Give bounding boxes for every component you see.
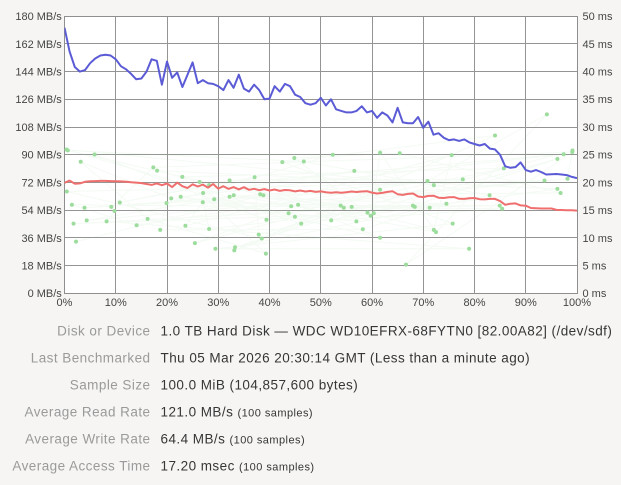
svg-text:180 MB/s: 180 MB/s — [15, 11, 62, 23]
svg-text:18 MB/s: 18 MB/s — [21, 260, 62, 272]
svg-text:20%: 20% — [156, 297, 178, 309]
svg-text:Average Read Rate: Average Read Rate — [25, 404, 151, 419]
svg-text:15 ms: 15 ms — [583, 205, 613, 217]
svg-text:60%: 60% — [361, 297, 383, 309]
svg-text:17.20 msec (100 samples): 17.20 msec (100 samples) — [161, 458, 315, 473]
svg-text:80%: 80% — [463, 297, 485, 309]
svg-text:72 MB/s: 72 MB/s — [21, 177, 62, 189]
svg-text:64.4 MB/s (100 samples): 64.4 MB/s (100 samples) — [161, 431, 306, 446]
svg-text:40 ms: 40 ms — [583, 67, 613, 79]
svg-text:100%: 100% — [563, 297, 591, 309]
svg-text:162 MB/s: 162 MB/s — [15, 39, 62, 51]
svg-text:20 ms: 20 ms — [583, 177, 613, 189]
svg-text:1.0 TB Hard Disk — WDC WD10EFR: 1.0 TB Hard Disk — WDC WD10EFRX-68FYTN0 … — [161, 323, 613, 338]
svg-text:Sample Size: Sample Size — [70, 377, 151, 392]
svg-text:90%: 90% — [515, 297, 537, 309]
svg-text:50 ms: 50 ms — [583, 11, 613, 23]
svg-text:108 MB/s: 108 MB/s — [15, 122, 62, 134]
svg-text:30%: 30% — [207, 297, 229, 309]
svg-text:40%: 40% — [258, 297, 280, 309]
svg-text:36 MB/s: 36 MB/s — [21, 233, 62, 245]
svg-text:Last Benchmarked: Last Benchmarked — [31, 350, 151, 365]
svg-text:30 ms: 30 ms — [583, 122, 613, 134]
svg-text:0 ms: 0 ms — [583, 288, 607, 300]
svg-text:54 MB/s: 54 MB/s — [21, 205, 62, 217]
svg-text:45 ms: 45 ms — [583, 39, 613, 51]
svg-text:25 ms: 25 ms — [583, 150, 613, 162]
svg-text:Thu 05 Mar 2026 20:30:14 GMT (: Thu 05 Mar 2026 20:30:14 GMT (Less than … — [161, 350, 531, 365]
svg-text:10 ms: 10 ms — [583, 233, 613, 245]
svg-text:Average Write Rate: Average Write Rate — [25, 431, 150, 446]
svg-text:144 MB/s: 144 MB/s — [15, 67, 62, 79]
svg-text:100.0 MiB (104,857,600 bytes): 100.0 MiB (104,857,600 bytes) — [161, 377, 359, 392]
svg-text:5 ms: 5 ms — [583, 260, 607, 272]
svg-text:0 MB/s: 0 MB/s — [28, 288, 63, 300]
svg-text:50%: 50% — [310, 297, 332, 309]
svg-text:70%: 70% — [412, 297, 434, 309]
svg-text:90 MB/s: 90 MB/s — [21, 150, 62, 162]
svg-text:126 MB/s: 126 MB/s — [15, 94, 62, 106]
svg-text:121.0 MB/s (100 samples): 121.0 MB/s (100 samples) — [161, 404, 314, 419]
svg-text:Disk or Device: Disk or Device — [57, 323, 150, 338]
svg-text:Average Access Time: Average Access Time — [12, 458, 150, 473]
svg-text:0%: 0% — [57, 297, 73, 309]
svg-text:35 ms: 35 ms — [583, 94, 613, 106]
svg-text:10%: 10% — [105, 297, 127, 309]
